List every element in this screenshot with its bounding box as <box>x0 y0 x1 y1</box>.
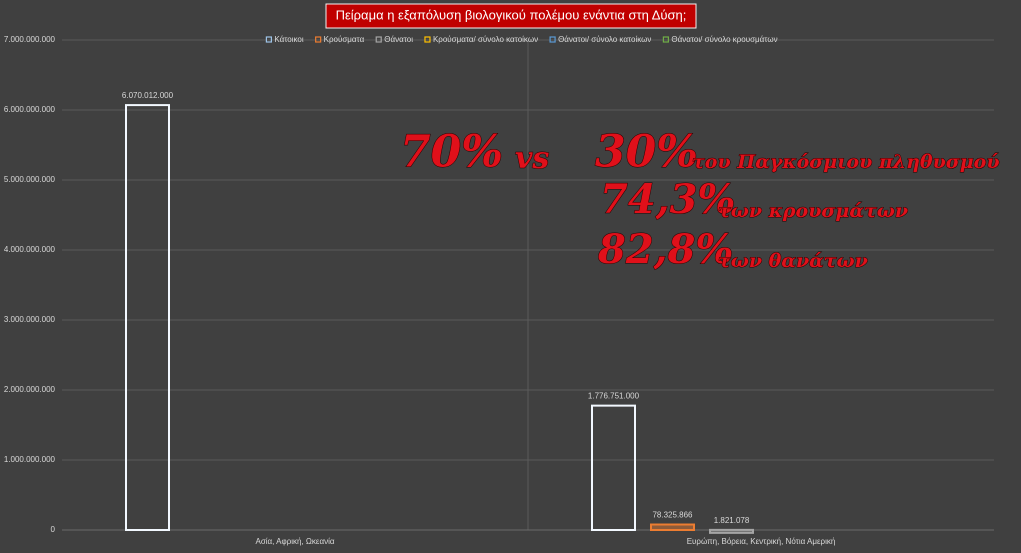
data-label: 6.070.012.000 <box>122 91 174 100</box>
y-tick-label: 3.000.000.000 <box>4 315 56 324</box>
bar <box>709 528 754 534</box>
legend-label: Θάνατοι <box>384 35 413 44</box>
legend-label: Θάνατοι/ σύνολο κατοίκων <box>558 35 651 44</box>
legend-swatch <box>662 36 669 43</box>
legend-swatch <box>265 36 272 43</box>
legend-label: Θάνατοι/ σύνολο κρουσμάτων <box>671 35 777 44</box>
chart-title: Πείραμα η εξαπόλυση βιολογικού πολέμου ε… <box>336 7 687 22</box>
data-label: 1.776.751.000 <box>588 392 640 401</box>
legend-label: Κάτοικοι <box>274 35 303 44</box>
annotation: των θανάτων <box>718 250 868 272</box>
x-tick-label: Ασία, Αφρική, Ωκεανία <box>256 537 335 546</box>
y-tick-label: 7.000.000.000 <box>4 35 56 44</box>
data-label: 1.821.078 <box>714 516 750 525</box>
bar <box>125 104 170 532</box>
legend-swatch <box>549 36 556 43</box>
y-tick-label: 5.000.000.000 <box>4 175 56 184</box>
bar <box>591 404 636 532</box>
bar <box>650 523 695 532</box>
legend-swatch <box>424 36 431 43</box>
title-box <box>325 3 697 29</box>
annotation: vs <box>515 141 549 176</box>
y-tick-label: 2.000.000.000 <box>4 385 56 394</box>
annotation: των κρουσμάτων <box>718 200 908 222</box>
y-tick-label: 4.000.000.000 <box>4 245 56 254</box>
y-tick-label: 1.000.000.000 <box>4 455 56 464</box>
legend-swatch <box>375 36 382 43</box>
y-tick-label: 6.000.000.000 <box>4 105 56 114</box>
annotation: 30% <box>595 127 698 178</box>
x-tick-label: Ευρώπη, Βόρεια, Κεντρική, Νότια Αμερική <box>687 537 836 546</box>
data-label: 78.325.866 <box>652 511 693 520</box>
annotation: 70% <box>400 127 503 178</box>
annotation: 74,3% <box>600 176 735 223</box>
y-tick-label: 0 <box>51 525 56 534</box>
annotation: 82,8% <box>597 226 733 273</box>
annotation: του Παγκόσμιου πληθυσμού <box>692 151 1000 173</box>
legend-label: Κρούσματα <box>324 35 365 44</box>
legend-label: Κρούσματα/ σύνολο κατοίκων <box>433 35 538 44</box>
legend-swatch <box>315 36 322 43</box>
